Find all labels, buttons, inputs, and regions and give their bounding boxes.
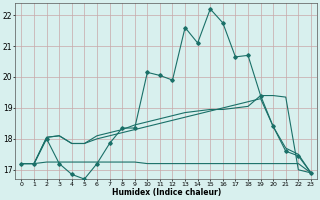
X-axis label: Humidex (Indice chaleur): Humidex (Indice chaleur) xyxy=(112,188,221,197)
